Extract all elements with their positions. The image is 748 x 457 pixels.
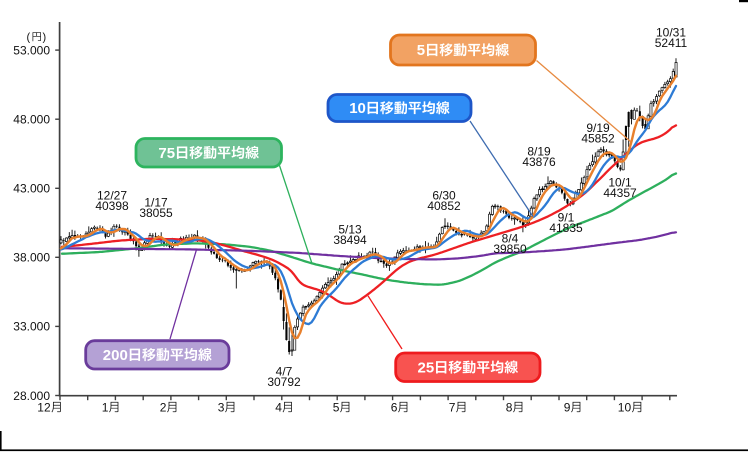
svg-text:41835: 41835: [549, 221, 583, 235]
svg-text:8/19: 8/19: [527, 145, 551, 159]
svg-text:12/27: 12/27: [97, 189, 127, 203]
svg-text:30792: 30792: [267, 375, 301, 389]
svg-text:7: 7: [449, 401, 456, 415]
svg-text:38055: 38055: [139, 206, 173, 220]
svg-text:200: 200: [103, 347, 128, 364]
svg-text:6: 6: [391, 401, 398, 415]
svg-text:33.000: 33.000: [13, 320, 50, 334]
svg-text:12: 12: [37, 401, 51, 415]
svg-text:45852: 45852: [581, 132, 615, 146]
svg-text:3: 3: [218, 401, 225, 415]
svg-text:48.000: 48.000: [13, 113, 50, 127]
svg-text:38.000: 38.000: [13, 251, 50, 265]
svg-text:9/19: 9/19: [586, 121, 610, 135]
svg-text:40398: 40398: [95, 199, 129, 213]
svg-text:4: 4: [275, 401, 282, 415]
svg-text:8/4: 8/4: [502, 232, 519, 246]
svg-text:39850: 39850: [493, 242, 527, 256]
svg-text:5: 5: [417, 42, 425, 59]
svg-text:5: 5: [333, 401, 340, 415]
svg-text:4/7: 4/7: [276, 365, 293, 379]
svg-text:6/30: 6/30: [432, 189, 456, 203]
svg-text:10: 10: [618, 401, 632, 415]
svg-text:43.000: 43.000: [13, 182, 50, 196]
svg-text:52411: 52411: [655, 36, 688, 50]
svg-text:10/31: 10/31: [656, 26, 686, 40]
svg-text:75: 75: [158, 145, 175, 162]
svg-text:9/1: 9/1: [558, 211, 575, 225]
svg-text:25: 25: [418, 359, 435, 376]
svg-text:5/13: 5/13: [338, 223, 362, 237]
svg-text:): ): [43, 32, 47, 44]
svg-text:38494: 38494: [333, 233, 367, 247]
svg-text:1/17: 1/17: [144, 196, 168, 210]
svg-text:(: (: [27, 32, 31, 44]
svg-text:10/1: 10/1: [608, 176, 632, 190]
svg-text:43876: 43876: [522, 155, 556, 169]
svg-text:9: 9: [564, 401, 571, 415]
svg-text:40852: 40852: [427, 199, 461, 213]
svg-text:28.000: 28.000: [13, 389, 50, 403]
svg-text:53.000: 53.000: [13, 43, 50, 57]
svg-text:2: 2: [160, 401, 167, 415]
svg-text:44357: 44357: [603, 186, 637, 200]
svg-text:10: 10: [349, 100, 366, 117]
svg-text:1: 1: [102, 401, 109, 415]
svg-text:8: 8: [506, 401, 513, 415]
